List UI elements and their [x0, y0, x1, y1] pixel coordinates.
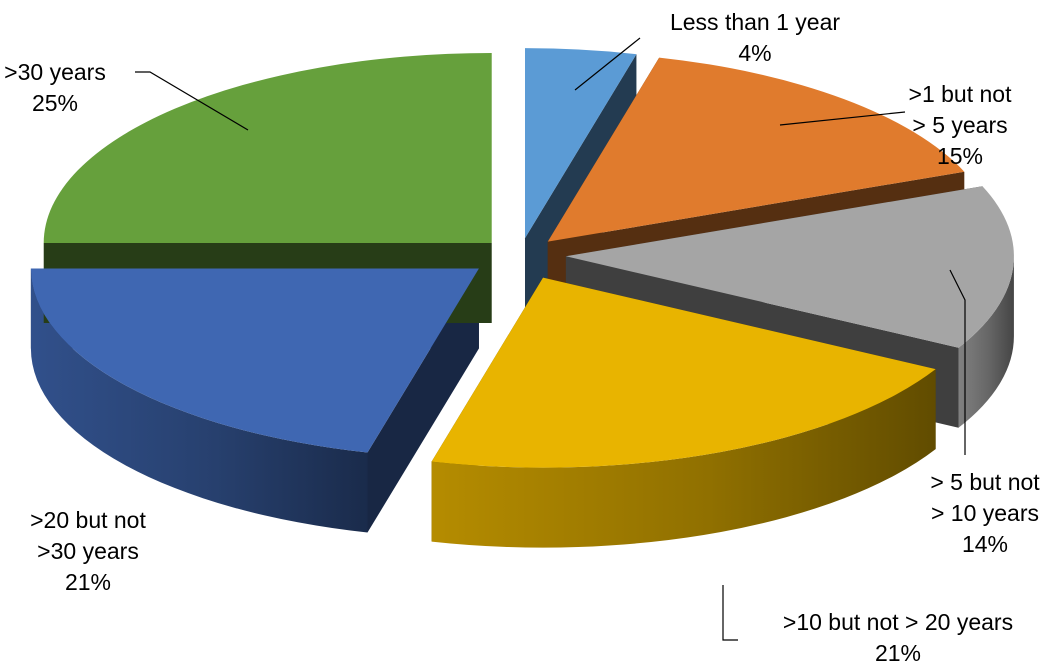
slice-label-0: Less than 1 year 4%	[670, 9, 840, 66]
slice-label-1: >1 but not > 5 years 15%	[909, 81, 1013, 169]
slice-category-label: >30 years	[37, 538, 139, 564]
slice-1	[547, 57, 965, 242]
slice-2	[565, 186, 1014, 348]
slice-4	[30, 268, 479, 453]
slice-value-label: 14%	[962, 531, 1008, 557]
slice-5	[43, 53, 492, 244]
slice-category-label: > 5 but not	[930, 469, 1040, 495]
slice-rim-2	[958, 256, 1014, 428]
slice-category-label: Less than 1 year	[670, 9, 840, 35]
leader-line-1	[779, 111, 906, 126]
slice-tops	[30, 48, 1014, 468]
slice-rim-3	[431, 369, 936, 548]
slice-value-label: 25%	[32, 90, 78, 116]
leader-line-0	[574, 37, 641, 91]
leader-line-2	[949, 269, 966, 455]
slice-category-label: >10 but not > 20 years	[783, 609, 1013, 635]
leader-line-3	[722, 585, 738, 641]
slice-category-label: >20 but not	[30, 507, 146, 533]
slice-labels: Less than 1 year 4% >1 but not > 5 years 15%…	[4, 9, 1040, 665]
slice-label-2: > 5 but not > 10 years 14%	[930, 469, 1040, 557]
slice-value-label: 4%	[738, 40, 771, 66]
slice-3	[431, 277, 936, 468]
leader-lines	[135, 37, 966, 641]
slice-category-label: >1 but not	[909, 81, 1013, 107]
slice-category-label: > 10 years	[931, 500, 1039, 526]
slice-label-5: >30 years 25%	[4, 59, 106, 116]
slice-value-label: 21%	[65, 569, 111, 595]
slice-value-label: 21%	[875, 640, 921, 665]
slice-label-3: >10 but not > 20 years 21%	[783, 609, 1013, 665]
slice-rim-4	[30, 268, 368, 533]
slice-0	[525, 48, 637, 239]
leader-line-5	[135, 71, 249, 131]
slice-category-label: > 5 years	[912, 112, 1007, 138]
slice-category-label: >30 years	[4, 59, 106, 85]
slice-label-4: >20 but not >30 years 21%	[30, 507, 146, 595]
slice-value-label: 15%	[937, 143, 983, 169]
